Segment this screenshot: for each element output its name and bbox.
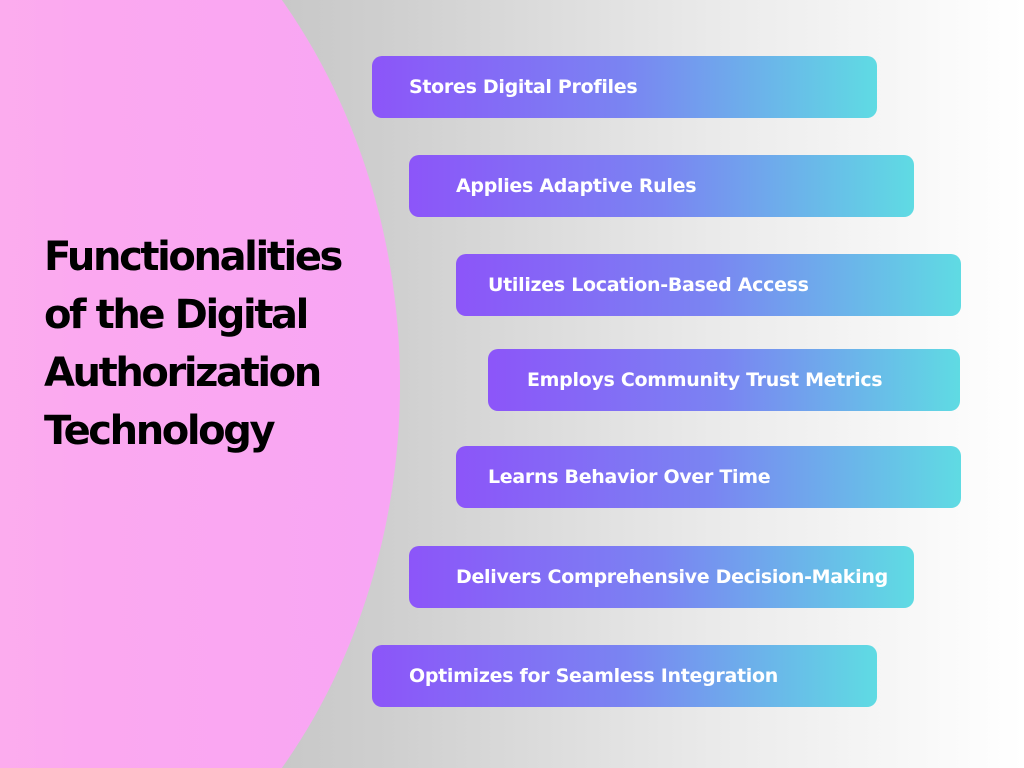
feature-pill-trust-metrics: Employs Community Trust Metrics [488,349,960,411]
feature-pill-seamless-integration: Optimizes for Seamless Integration [372,645,877,707]
feature-label: Applies Adaptive Rules [456,155,696,217]
title-line: Functionalities [44,228,364,286]
feature-label: Utilizes Location-Based Access [488,254,809,316]
page-title: Functionalities of the Digital Authoriza… [44,228,364,460]
title-line: Technology [44,402,364,460]
feature-label: Stores Digital Profiles [409,56,637,118]
title-line: of the Digital [44,286,364,344]
feature-label: Employs Community Trust Metrics [527,349,882,411]
feature-label: Delivers Comprehensive Decision-Making [456,546,888,608]
feature-pill-adaptive-rules: Applies Adaptive Rules [409,155,914,217]
feature-pill-decision-making: Delivers Comprehensive Decision-Making [409,546,914,608]
feature-label: Learns Behavior Over Time [488,446,770,508]
feature-label: Optimizes for Seamless Integration [409,645,778,707]
feature-pill-learns-behavior: Learns Behavior Over Time [456,446,961,508]
feature-pill-stores-profiles: Stores Digital Profiles [372,56,877,118]
feature-pill-location-access: Utilizes Location-Based Access [456,254,961,316]
title-line: Authorization [44,344,364,402]
